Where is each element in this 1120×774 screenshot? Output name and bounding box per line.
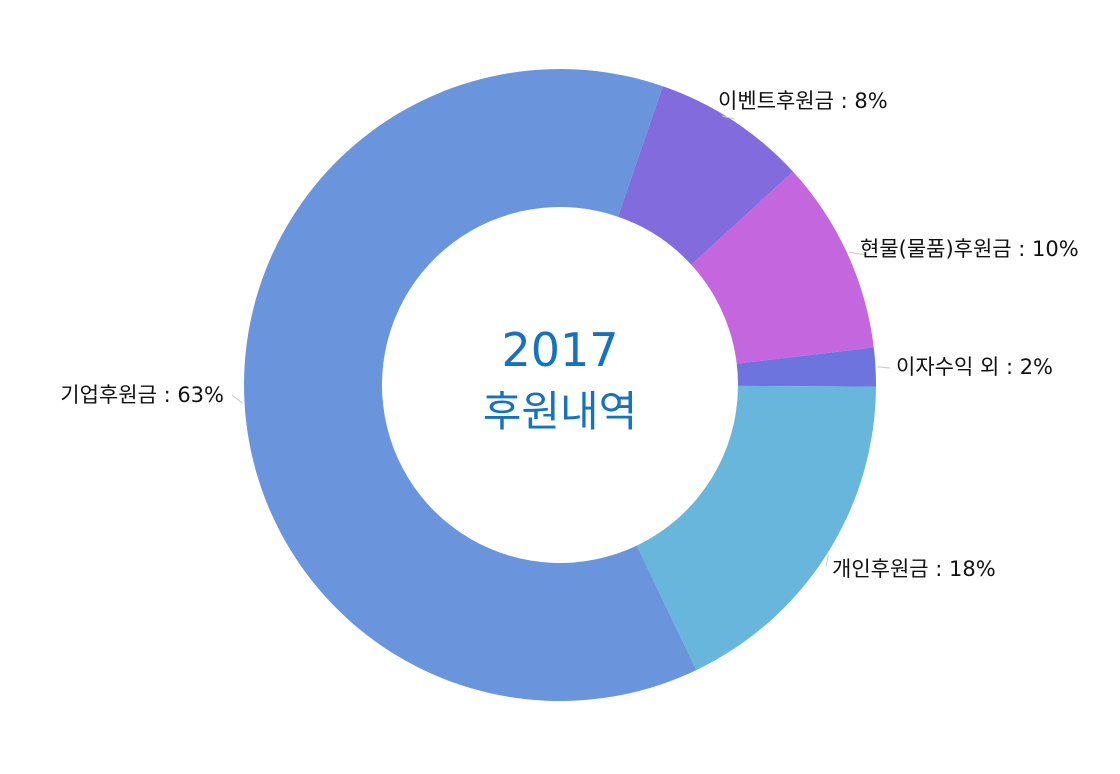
slice-3-label: 이자수익 외 : 2%	[896, 355, 1053, 379]
slice-2-arc	[691, 171, 874, 364]
slice-3-arc	[736, 347, 876, 387]
slice-3-leader-line	[877, 366, 891, 369]
slices-layer	[244, 69, 876, 702]
slice-4-leader-line	[825, 555, 830, 567]
slice-1-leader-line	[721, 115, 735, 120]
center-year-label: 2017	[501, 323, 619, 377]
slice-5-leader-line	[231, 394, 243, 404]
slice-4-label: 개인후원금 : 18%	[832, 557, 996, 581]
slice-1-label: 이벤트후원금 : 8%	[718, 89, 888, 113]
center-caption-label: 후원내역	[482, 387, 638, 436]
slice-4-arc	[636, 385, 876, 671]
slice-2-leader-line	[848, 251, 867, 256]
slice-1-arc	[617, 86, 794, 265]
slice-5-arc	[244, 69, 697, 702]
slice-2-label: 현물(물품)후원금 : 10%	[860, 237, 1079, 261]
leader-lines-layer	[231, 115, 891, 567]
slice-5-label: 기업후원금 : 63%	[60, 383, 224, 407]
slice-labels-layer: 이벤트후원금 : 8% 현물(물품)후원금 : 10% 이자수익 외 : 2% 개인후…	[60, 89, 1078, 581]
